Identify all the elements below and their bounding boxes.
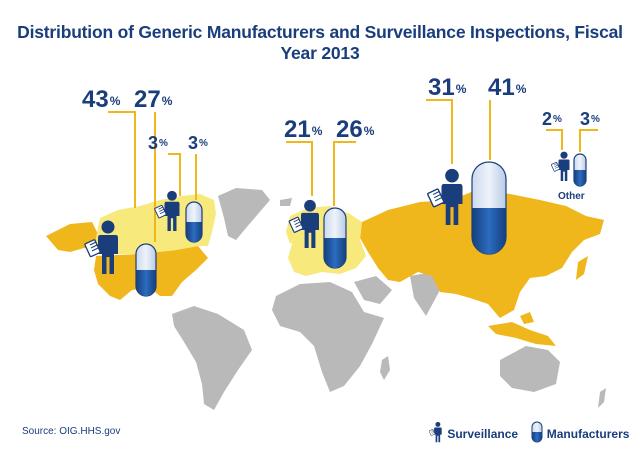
region-icons	[83, 151, 587, 297]
manufacturers-capsule-icon-asia	[471, 161, 507, 255]
connector-lines	[108, 99, 598, 242]
legend: Surveillance Manufacturers	[428, 421, 629, 446]
source-note: Source: OIG.HHS.gov	[22, 426, 121, 437]
other-region-label: Other	[558, 191, 585, 202]
manufacturers-value-united-states: 27%	[134, 86, 173, 113]
surveillance-value-asia: 31%	[428, 74, 467, 101]
chart-title: Distribution of Generic Manufacturers an…	[17, 22, 623, 63]
legend-surveillance-icon	[428, 421, 444, 446]
surveillance-value-united-states: 43%	[82, 86, 121, 113]
manufacturers-capsule-icon-other	[573, 153, 587, 187]
connector-surveillance-europe	[286, 141, 313, 196]
connector-manufacturers-other	[579, 129, 598, 152]
manufacturers-capsule-icon-canada	[185, 201, 203, 243]
manufacturers-value-canada: 3%	[188, 133, 208, 153]
surveillance-value-other: 2%	[542, 109, 562, 129]
connector-surveillance-united-states	[108, 111, 136, 208]
legend-surveillance-label: Surveillance	[447, 426, 519, 441]
legend-manufacturers-label: Manufacturers	[546, 426, 630, 441]
surveillance-value-canada: 3%	[148, 133, 168, 153]
land-gold	[46, 190, 604, 346]
land-gray	[172, 188, 606, 410]
manufacturers-capsule-icon-united-states	[135, 243, 157, 297]
connector-surveillance-other	[546, 129, 563, 150]
legend-manufacturers-icon	[531, 421, 543, 446]
surveillance-value-europe: 21%	[284, 116, 323, 143]
connector-surveillance-asia	[426, 99, 453, 164]
manufacturers-value-other: 3%	[580, 109, 600, 129]
surveillance-person-icon-other	[550, 151, 570, 182]
manufacturers-value-europe: 26%	[336, 116, 375, 143]
manufacturers-capsule-icon-europe	[323, 207, 347, 269]
connector-manufacturers-europe	[333, 141, 356, 206]
connector-surveillance-canada	[168, 153, 181, 196]
manufacturers-value-asia: 41%	[488, 74, 527, 101]
